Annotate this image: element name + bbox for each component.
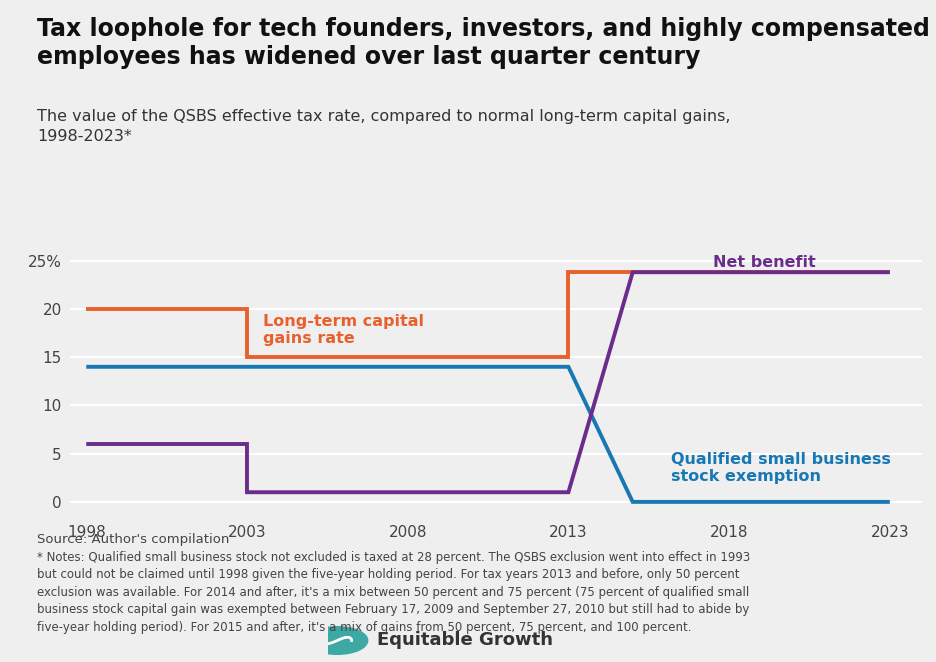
Text: Source: Author's compilation: Source: Author's compilation — [37, 533, 230, 546]
Text: Long-term capital
gains rate: Long-term capital gains rate — [263, 314, 424, 346]
Text: * Notes: Qualified small business stock not excluded is taxed at 28 percent. The: * Notes: Qualified small business stock … — [37, 551, 751, 634]
Text: Equitable Growth: Equitable Growth — [377, 632, 553, 649]
Text: Qualified small business
stock exemption: Qualified small business stock exemption — [671, 452, 891, 485]
Text: Tax loophole for tech founders, investors, and highly compensated
employees has : Tax loophole for tech founders, investor… — [37, 17, 930, 70]
Text: Net benefit: Net benefit — [713, 255, 816, 270]
Text: The value of the QSBS effective tax rate, compared to normal long-term capital g: The value of the QSBS effective tax rate… — [37, 109, 731, 144]
Circle shape — [307, 627, 368, 654]
